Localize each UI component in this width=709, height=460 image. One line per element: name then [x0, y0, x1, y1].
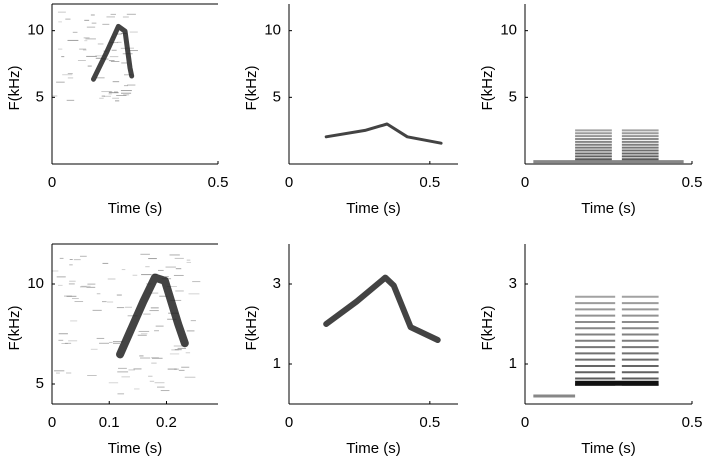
spectrogram-image — [324, 122, 443, 145]
x-axis-label: Time (s) — [346, 440, 400, 457]
x-tick-label: 0.5 — [208, 174, 229, 191]
x-tick-label: 0.2 — [156, 414, 177, 431]
y-tick-label: 5 — [509, 88, 517, 105]
y-axis-label: F(kHz) — [6, 66, 23, 111]
x-tick-label: 0.1 — [99, 414, 120, 431]
y-tick-label: 10 — [264, 22, 281, 39]
y-tick-label: 10 — [500, 22, 517, 39]
spectrogram-image — [533, 129, 684, 164]
y-tick-label: 5 — [36, 375, 44, 392]
y-tick-label: 10 — [27, 22, 44, 39]
y-tick-label: 5 — [273, 88, 281, 105]
spectrogram-trace — [324, 122, 443, 145]
y-tick-label: 3 — [509, 275, 517, 292]
spectrogram-image — [533, 295, 659, 398]
x-axis-label: Time (s) — [581, 440, 635, 457]
x-axis-label: Time (s) — [581, 200, 635, 217]
x-tick-label: 0 — [48, 414, 56, 431]
y-tick-label: 5 — [36, 88, 44, 105]
y-tick-label: 10 — [27, 275, 44, 292]
x-tick-label: 0 — [48, 174, 56, 191]
x-axis-label: Time (s) — [346, 200, 400, 217]
x-tick-label: 0.5 — [682, 414, 703, 431]
y-tick-label: 3 — [273, 275, 281, 292]
y-axis-label: F(kHz) — [6, 306, 23, 351]
x-tick-label: 0 — [521, 174, 529, 191]
y-axis-label: F(kHz) — [479, 306, 496, 351]
spectrogram-trace — [323, 274, 441, 343]
y-tick-label: 1 — [273, 355, 281, 372]
spectrogram-image — [52, 253, 201, 395]
y-axis-label: F(kHz) — [479, 66, 496, 111]
spectrogram-trace — [91, 23, 135, 82]
x-tick-label: 0.5 — [682, 174, 703, 191]
spectrogram-image — [323, 274, 441, 343]
x-axis-label: Time (s) — [108, 200, 162, 217]
spectrogram-image — [52, 11, 138, 102]
x-tick-label: 0 — [521, 414, 529, 431]
x-tick-label: 0 — [285, 174, 293, 191]
x-tick-label: 0 — [285, 414, 293, 431]
y-axis-label: F(kHz) — [243, 66, 260, 111]
x-axis-label: Time (s) — [108, 440, 162, 457]
x-tick-label: 0.5 — [419, 414, 440, 431]
x-tick-label: 0.5 — [419, 174, 440, 191]
y-axis-label: F(kHz) — [243, 306, 260, 351]
y-tick-label: 1 — [509, 355, 517, 372]
spectrogram-trace — [116, 273, 189, 359]
